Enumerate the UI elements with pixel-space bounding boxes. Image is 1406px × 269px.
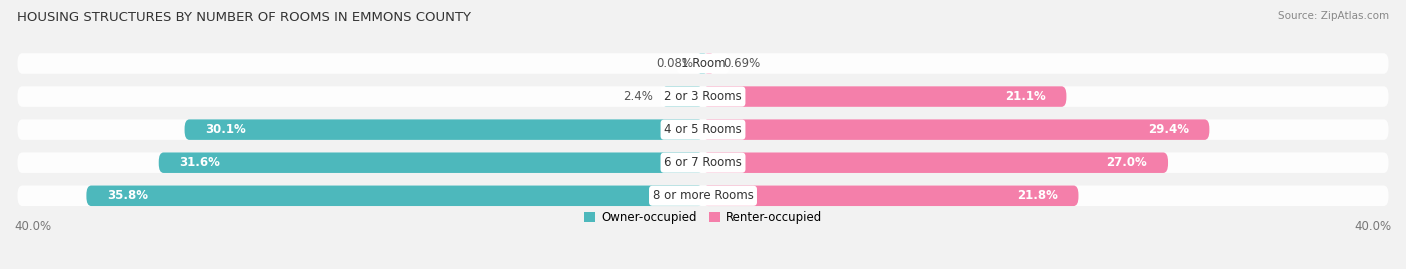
Text: 6 or 7 Rooms: 6 or 7 Rooms <box>664 156 742 169</box>
Text: 29.4%: 29.4% <box>1147 123 1188 136</box>
FancyBboxPatch shape <box>703 186 1078 206</box>
Text: 1 Room: 1 Room <box>681 57 725 70</box>
FancyBboxPatch shape <box>184 119 703 140</box>
Text: 30.1%: 30.1% <box>205 123 246 136</box>
Text: 35.8%: 35.8% <box>107 189 148 202</box>
Text: 21.1%: 21.1% <box>1005 90 1046 103</box>
FancyBboxPatch shape <box>86 186 703 206</box>
Text: 0.69%: 0.69% <box>724 57 761 70</box>
Text: 31.6%: 31.6% <box>180 156 221 169</box>
FancyBboxPatch shape <box>703 53 714 74</box>
Text: HOUSING STRUCTURES BY NUMBER OF ROOMS IN EMMONS COUNTY: HOUSING STRUCTURES BY NUMBER OF ROOMS IN… <box>17 11 471 24</box>
Text: 2.4%: 2.4% <box>623 90 652 103</box>
Text: 21.8%: 21.8% <box>1017 189 1057 202</box>
Text: 27.0%: 27.0% <box>1107 156 1147 169</box>
Legend: Owner-occupied, Renter-occupied: Owner-occupied, Renter-occupied <box>579 207 827 229</box>
Text: 2 or 3 Rooms: 2 or 3 Rooms <box>664 90 742 103</box>
Text: 8 or more Rooms: 8 or more Rooms <box>652 189 754 202</box>
Text: 40.0%: 40.0% <box>14 220 51 233</box>
FancyBboxPatch shape <box>662 86 703 107</box>
FancyBboxPatch shape <box>17 53 1389 74</box>
Text: 4 or 5 Rooms: 4 or 5 Rooms <box>664 123 742 136</box>
Text: 40.0%: 40.0% <box>1355 220 1392 233</box>
FancyBboxPatch shape <box>17 153 1389 173</box>
FancyBboxPatch shape <box>159 153 703 173</box>
FancyBboxPatch shape <box>17 86 1389 107</box>
FancyBboxPatch shape <box>703 119 1209 140</box>
Text: 0.08%: 0.08% <box>657 57 693 70</box>
FancyBboxPatch shape <box>17 119 1389 140</box>
FancyBboxPatch shape <box>703 86 1066 107</box>
FancyBboxPatch shape <box>699 53 706 74</box>
FancyBboxPatch shape <box>703 153 1168 173</box>
Text: Source: ZipAtlas.com: Source: ZipAtlas.com <box>1278 11 1389 21</box>
FancyBboxPatch shape <box>17 186 1389 206</box>
